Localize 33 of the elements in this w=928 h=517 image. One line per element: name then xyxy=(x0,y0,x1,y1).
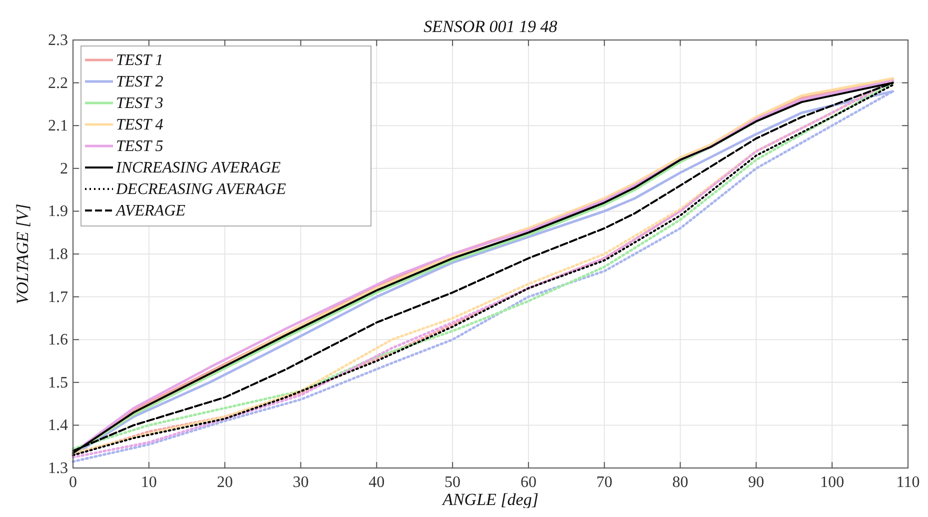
legend-label: AVERAGE xyxy=(115,202,186,220)
x-tick-label: 20 xyxy=(216,474,233,491)
y-tick-label: 1.8 xyxy=(48,246,68,263)
x-tick-label: 30 xyxy=(292,474,309,491)
y-tick-label: 2.3 xyxy=(48,32,68,49)
x-tick-label: 10 xyxy=(140,474,157,491)
y-tick-label: 1.7 xyxy=(48,288,68,306)
x-tick-label: 80 xyxy=(672,474,688,491)
y-tick-label: 1.4 xyxy=(48,417,68,434)
y-tick-label: 2.2 xyxy=(48,74,68,92)
y-tick-label: 1.9 xyxy=(48,203,68,220)
legend-label: TEST 4 xyxy=(116,116,164,134)
legend-label: TEST 2 xyxy=(116,74,164,90)
y-axis-title: VOLTAGE [V] xyxy=(13,204,32,304)
y-tick-label: 2.1 xyxy=(48,118,68,135)
x-tick-label: 50 xyxy=(444,474,461,491)
x-tick-label: 110 xyxy=(896,474,920,491)
legend-label: TEST 5 xyxy=(116,138,164,155)
y-tick-label: 1.6 xyxy=(48,332,68,349)
legend-label: DECREASING AVERAGE xyxy=(115,181,286,198)
x-tick-label: 0 xyxy=(69,474,77,491)
x-tick-label: 100 xyxy=(820,474,844,491)
y-tick-label: 1.5 xyxy=(48,374,68,392)
chart-title: SENSOR 001 19 48 xyxy=(424,17,558,36)
legend-label: TEST 1 xyxy=(116,52,164,69)
x-tick-label: 60 xyxy=(520,474,536,491)
x-tick-label: 90 xyxy=(748,474,764,491)
x-tick-label: 40 xyxy=(368,474,385,491)
y-tick-label: 2 xyxy=(60,160,68,178)
legend-label: INCREASING AVERAGE xyxy=(115,160,281,176)
x-tick-label: 70 xyxy=(596,474,612,491)
y-tick-label: 1.3 xyxy=(48,460,68,477)
legend-label: TEST 3 xyxy=(116,95,164,112)
